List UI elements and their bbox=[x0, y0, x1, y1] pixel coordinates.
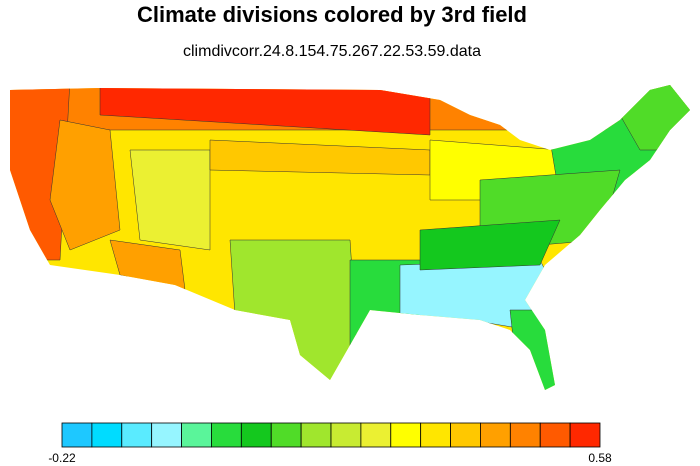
colorbar-box bbox=[509, 422, 541, 448]
colorbar-box bbox=[270, 422, 302, 448]
colorbar-box bbox=[330, 422, 362, 448]
colorbar-box bbox=[300, 422, 332, 448]
colorbar-box bbox=[181, 422, 212, 448]
colorbar-max-label: 0.58 bbox=[588, 451, 612, 465]
colorbar-box bbox=[480, 422, 511, 448]
colorbar-box bbox=[61, 422, 93, 448]
colorbar-box bbox=[151, 422, 182, 448]
colorbar-box bbox=[420, 422, 451, 448]
colorbar-box bbox=[240, 422, 272, 448]
colorbar-box bbox=[121, 422, 153, 448]
colorbar-box bbox=[360, 422, 392, 448]
colorbar-box bbox=[91, 422, 123, 448]
colorbar bbox=[61, 422, 601, 448]
title: Climate divisions colored by 3rd field bbox=[137, 2, 527, 27]
map bbox=[10, 85, 690, 390]
colorbar-box bbox=[569, 422, 601, 448]
colorbar-min-label: -0.22 bbox=[48, 451, 76, 465]
colorbar-box bbox=[390, 422, 422, 448]
colorbar-box bbox=[450, 422, 481, 448]
colorbar-box bbox=[539, 422, 571, 448]
colorbar-box bbox=[211, 422, 242, 448]
subtitle: climdivcorr.24.8.154.75.267.22.53.59.dat… bbox=[183, 43, 481, 60]
